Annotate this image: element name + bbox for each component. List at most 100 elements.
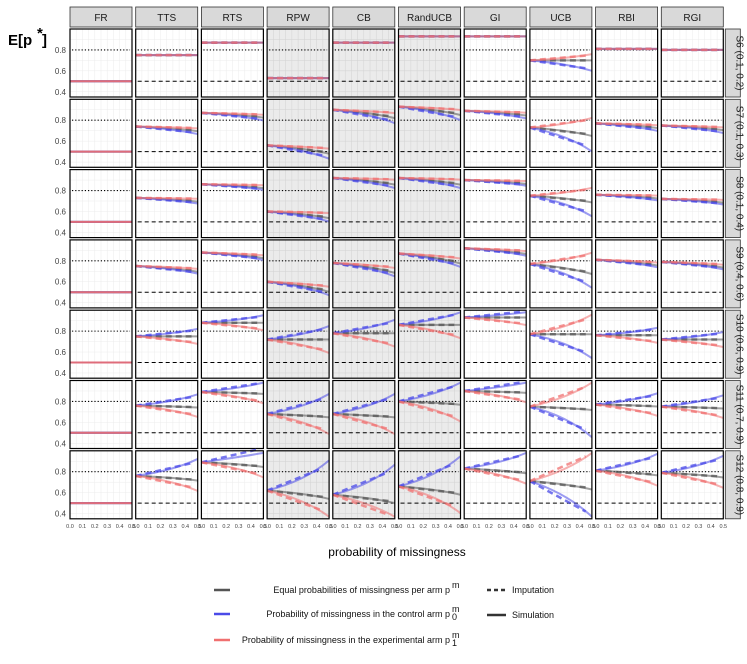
series-control-imputation <box>398 462 455 488</box>
x-tick-label: 0.3 <box>300 524 308 530</box>
x-tick-label: 0.5 <box>719 524 727 530</box>
row-strip-label: S7 (0.1, 0.3) <box>733 106 744 161</box>
panel-border <box>69 28 133 98</box>
panel-border <box>397 98 462 168</box>
column-strip-label: RandUCB <box>407 13 452 24</box>
row-strip <box>724 98 741 168</box>
panel-border <box>463 450 527 520</box>
x-tick-label: 0.3 <box>432 524 440 530</box>
column-strip-label: CB <box>357 13 371 24</box>
row-strip-label: S12 (0.8, 0.9) <box>733 455 744 516</box>
y-tick-label: 0.4 <box>55 228 67 237</box>
panel-border <box>266 450 330 520</box>
panel-border <box>266 98 330 168</box>
x-tick-label: 0.0 <box>329 524 337 530</box>
panel-border <box>135 98 199 168</box>
panel-border <box>200 379 264 450</box>
panel-border <box>266 28 330 98</box>
y-tick-label: 0.6 <box>55 418 67 427</box>
legend: Equal probabilities of missingness per a… <box>214 580 554 648</box>
x-tick-label: 0.4 <box>313 524 321 530</box>
x-tick-label: 0.5 <box>391 524 399 530</box>
x-tick-label: 0.4 <box>641 524 649 530</box>
x-tick-label: 0.4 <box>247 524 255 530</box>
column-strip <box>69 6 133 28</box>
panel-border <box>529 239 593 309</box>
column-strip <box>398 6 461 28</box>
column-strip-label: UCB <box>550 13 571 24</box>
series-experimental-simulation <box>529 381 593 408</box>
panel-border <box>135 239 199 309</box>
x-tick-label: 0.4 <box>181 524 189 530</box>
x-tick-label: 0.5 <box>128 524 136 530</box>
legend-equal-sup: m <box>452 580 460 590</box>
column-strip <box>660 6 724 28</box>
x-tick-label: 0.2 <box>222 524 230 530</box>
column-strip <box>463 6 527 28</box>
panel-border <box>397 309 462 379</box>
panel-border <box>332 98 396 168</box>
x-tick-label: 0.1 <box>473 524 481 530</box>
x-tick-label: 0.5 <box>194 524 202 530</box>
y-tick-label: 0.8 <box>55 46 67 55</box>
panel-border <box>200 169 264 239</box>
legend-experimental-sup: m <box>452 630 460 640</box>
row-strip <box>724 169 741 239</box>
series-control-simulation <box>529 405 593 438</box>
x-tick-label: 0.2 <box>157 524 165 530</box>
panel-border <box>200 309 264 379</box>
series-control-imputation <box>266 466 324 492</box>
x-tick-label: 0.2 <box>354 524 362 530</box>
panel-border <box>200 28 264 98</box>
y-tick-label: 0.6 <box>55 278 67 287</box>
series-control-imputation <box>529 480 587 513</box>
panel-border <box>529 379 593 450</box>
row-strip <box>724 450 741 520</box>
legend-experimental-label: Probability of missingness in the experi… <box>242 635 450 645</box>
legend-control-label: Probability of missingness in the contro… <box>266 609 450 619</box>
panel-border <box>660 309 724 379</box>
series-control-simulation <box>201 451 264 464</box>
x-tick-label: 0.4 <box>510 524 518 530</box>
panel-border <box>397 169 462 239</box>
panel-border <box>332 309 396 379</box>
x-tick-label: 0.0 <box>132 524 140 530</box>
series-experimental-simulation <box>266 489 330 518</box>
panel-border <box>69 98 133 168</box>
panel-border <box>594 309 659 379</box>
x-tick-label: 0.2 <box>485 524 493 530</box>
x-tick-label: 0.0 <box>66 524 74 530</box>
series-control-simulation <box>332 463 396 496</box>
x-tick-label: 0.3 <box>563 524 571 530</box>
series-control-simulation <box>398 455 462 488</box>
panel-border <box>135 379 199 450</box>
x-tick-label: 0.3 <box>695 524 703 530</box>
panel-border <box>69 309 133 379</box>
panel-border <box>594 450 659 520</box>
y-axis-title: E[p <box>8 32 32 49</box>
series-control-simulation <box>464 381 527 392</box>
x-tick-label: 0.1 <box>144 524 152 530</box>
legend-control-sup: m <box>452 604 460 614</box>
column-strip-label: RGI <box>683 13 701 24</box>
legend-simulation-label: Simulation <box>512 610 554 620</box>
y-tick-label: 0.8 <box>55 327 67 336</box>
x-tick-label: 0.4 <box>379 524 387 530</box>
row-strip-label: S9 (0.4, 0.6) <box>733 246 744 301</box>
series-experimental-simulation <box>529 452 593 483</box>
panel-border <box>594 28 659 98</box>
x-tick-label: 0.0 <box>657 524 665 530</box>
panel-border <box>660 379 724 450</box>
x-tick-label: 0.1 <box>538 524 546 530</box>
x-tick-label: 0.3 <box>103 524 111 530</box>
x-tick-label: 0.5 <box>457 524 465 530</box>
panel-border <box>463 169 527 239</box>
y-tick-label: 0.4 <box>55 369 67 378</box>
series-control-simulation <box>529 262 593 289</box>
y-axis-title-close: ] <box>42 32 47 49</box>
legend-experimental-sub: 1 <box>452 638 457 648</box>
legend-equal-label: Equal probabilities of missingness per a… <box>273 585 450 595</box>
series-control-simulation <box>529 126 593 153</box>
x-tick-label: 0.5 <box>260 524 268 530</box>
